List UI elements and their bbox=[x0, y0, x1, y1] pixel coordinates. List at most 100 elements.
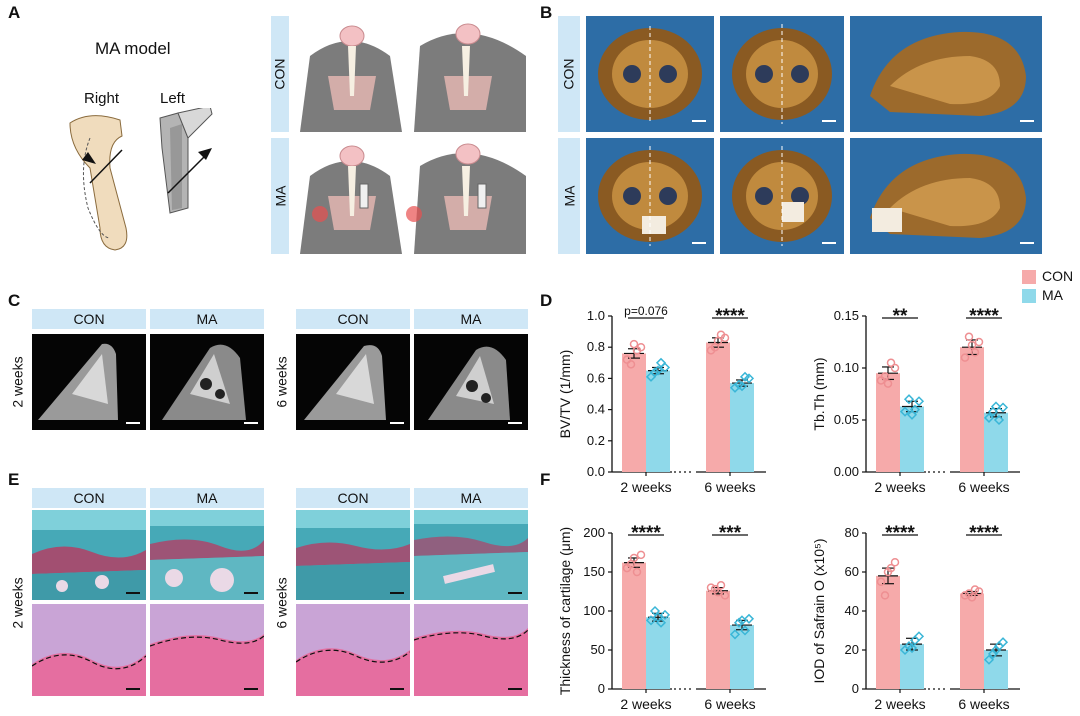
data-point bbox=[649, 605, 661, 617]
significance-label: p=0.076 bbox=[624, 304, 668, 318]
data-point bbox=[974, 587, 984, 596]
left-label: Left bbox=[160, 90, 186, 107]
data-point bbox=[983, 412, 995, 423]
panel-b-row-ma: MA bbox=[558, 138, 580, 254]
data-point bbox=[967, 593, 977, 602]
data-point bbox=[733, 617, 745, 628]
bar bbox=[960, 593, 984, 689]
bar bbox=[984, 412, 1008, 472]
bar bbox=[622, 353, 646, 472]
significance-label: **** bbox=[969, 306, 999, 327]
y-tick-label: 0 bbox=[852, 681, 859, 696]
data-point bbox=[716, 581, 726, 590]
legend-label-con: CON bbox=[1042, 268, 1074, 284]
panel-c-col-con-2w: CON bbox=[32, 309, 146, 329]
panel-letter-b: B bbox=[540, 3, 553, 22]
ct-ma-front-2 bbox=[720, 138, 844, 254]
rat-con-front bbox=[300, 25, 402, 132]
he-con-6w bbox=[296, 604, 410, 696]
safranin-ma-6w bbox=[414, 510, 528, 600]
microct-ma-6w bbox=[414, 334, 528, 430]
ct-con-front-2 bbox=[720, 16, 844, 132]
scale-bar bbox=[126, 688, 140, 690]
significance-label: ** bbox=[893, 306, 908, 327]
panel-e-col-con-6w: CON bbox=[296, 488, 410, 508]
bar bbox=[706, 342, 730, 472]
data-point bbox=[890, 363, 900, 373]
rat-con-side bbox=[414, 23, 526, 133]
y-tick-label: 200 bbox=[583, 525, 605, 540]
panel-letter-a: A bbox=[8, 3, 21, 22]
panel-c-col-ma-2w: MA bbox=[150, 309, 264, 329]
microct-con-2w bbox=[32, 334, 146, 430]
data-point bbox=[652, 365, 664, 376]
data-point bbox=[960, 353, 970, 362]
safranin-con-6w bbox=[296, 510, 410, 600]
y-tick-label: 0.0 bbox=[587, 464, 605, 479]
data-point bbox=[739, 625, 751, 636]
data-point bbox=[883, 567, 893, 577]
y-tick-label: 100 bbox=[583, 603, 605, 618]
safranin-ma-2w bbox=[150, 510, 264, 600]
data-point bbox=[880, 591, 890, 600]
scale-bar bbox=[508, 422, 522, 424]
panel-e-col-ma-6w: MA bbox=[414, 488, 528, 508]
ct-con-front-1 bbox=[586, 16, 714, 132]
significance-label: **** bbox=[969, 523, 999, 544]
y-tick-label: 20 bbox=[845, 642, 859, 657]
data-point bbox=[890, 558, 900, 567]
scale-bar bbox=[126, 592, 140, 594]
data-point bbox=[739, 371, 751, 382]
data-point bbox=[632, 567, 642, 577]
right-label: Right bbox=[84, 90, 120, 107]
significance-label: **** bbox=[631, 523, 661, 544]
y-tick-label: 50 bbox=[591, 642, 605, 657]
y-tick-label: 0.05 bbox=[834, 412, 859, 427]
y-tick-label: 0.4 bbox=[587, 402, 605, 417]
panel-letter-e: E bbox=[8, 470, 20, 489]
data-point bbox=[974, 337, 984, 347]
data-point bbox=[636, 550, 646, 560]
data-point bbox=[645, 615, 657, 626]
he-con-2w bbox=[32, 604, 146, 696]
y-tick-label: 0.00 bbox=[834, 464, 859, 479]
data-point bbox=[652, 612, 664, 623]
y-tick-label: 0.6 bbox=[587, 370, 605, 385]
data-point bbox=[626, 360, 636, 369]
x-tick-label: 2 weeks bbox=[620, 696, 671, 712]
y-axis-label: IOD of Safrain O (x10⁵) bbox=[811, 538, 827, 683]
he-ma-6w bbox=[414, 604, 528, 696]
data-point bbox=[990, 644, 1002, 656]
data-point bbox=[655, 357, 667, 368]
bar bbox=[646, 370, 670, 472]
data-point bbox=[990, 401, 1002, 412]
data-point bbox=[899, 406, 911, 417]
legend-swatch-ma bbox=[1022, 289, 1036, 303]
data-point bbox=[659, 609, 671, 620]
bar bbox=[730, 625, 754, 689]
y-axis-label: Tb.Th (mm) bbox=[811, 357, 827, 430]
safranin-con-2w bbox=[32, 510, 146, 600]
y-tick-label: 60 bbox=[845, 564, 859, 579]
y-tick-label: 0.10 bbox=[834, 360, 859, 375]
significance-label: *** bbox=[719, 523, 742, 544]
data-point bbox=[629, 553, 639, 563]
data-point bbox=[743, 613, 755, 624]
scale-bar bbox=[508, 688, 522, 690]
scale-bar bbox=[390, 592, 404, 594]
ma-model-title: MA model bbox=[95, 39, 171, 58]
bar bbox=[900, 406, 924, 472]
rat-ma-front bbox=[300, 145, 402, 254]
data-point bbox=[713, 588, 723, 597]
data-point bbox=[736, 615, 748, 626]
legend-label-ma: MA bbox=[1042, 287, 1063, 303]
scale-bar bbox=[1020, 120, 1034, 122]
x-tick-label: 6 weeks bbox=[704, 696, 755, 712]
panel-letter-d: D bbox=[540, 291, 553, 310]
data-point bbox=[886, 358, 896, 368]
y-tick-label: 40 bbox=[845, 603, 859, 618]
